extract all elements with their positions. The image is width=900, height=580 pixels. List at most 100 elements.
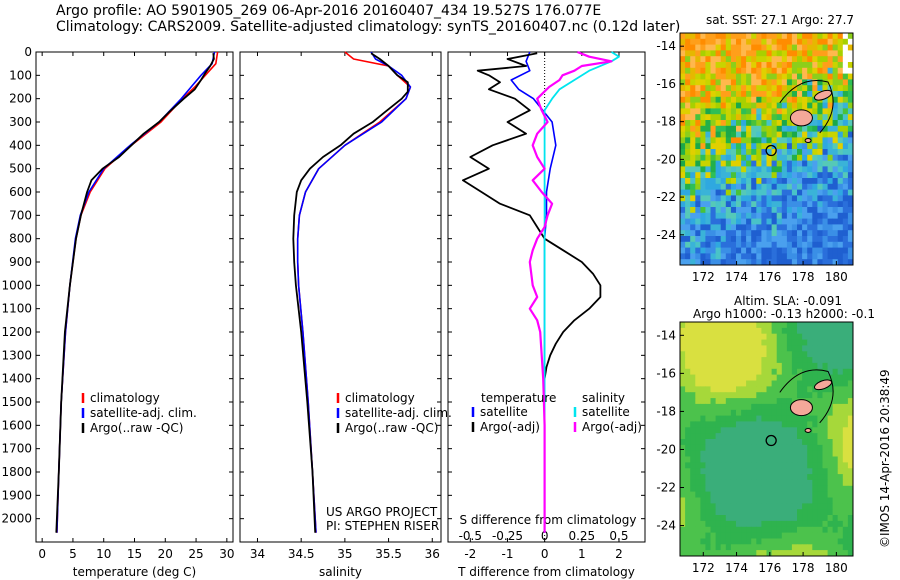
map-cell xyxy=(812,189,818,196)
map-cell xyxy=(746,137,752,144)
map-cell xyxy=(710,160,716,167)
map-cell xyxy=(781,131,788,138)
map-cell xyxy=(771,491,778,498)
map-cell xyxy=(817,456,823,463)
map-cell xyxy=(832,212,839,219)
map-cell xyxy=(690,380,696,387)
map-cell xyxy=(700,433,706,440)
map-cell xyxy=(781,403,788,411)
y-tick-label: 800 xyxy=(9,232,32,246)
map-cell xyxy=(741,44,747,51)
map-cell xyxy=(776,85,783,92)
map-cell xyxy=(730,526,737,534)
map-cell xyxy=(812,503,818,510)
map-cell xyxy=(802,62,808,69)
map-cell xyxy=(741,218,747,225)
map-cell xyxy=(802,154,808,161)
map-cell xyxy=(797,439,803,446)
map-cell xyxy=(786,172,793,179)
y-tick-label: 700 xyxy=(9,208,32,222)
map-cell xyxy=(710,79,716,86)
map-cell xyxy=(797,544,803,551)
map-cell xyxy=(720,33,727,40)
map-cell xyxy=(817,207,823,214)
map-cell xyxy=(832,247,839,254)
map-cell xyxy=(786,322,793,329)
map-cell xyxy=(776,154,783,161)
map-cell xyxy=(730,96,737,103)
map-cell xyxy=(786,143,793,150)
map-cell xyxy=(837,368,844,376)
map-cell xyxy=(837,439,844,446)
map-cell xyxy=(685,44,691,51)
map-cell xyxy=(766,515,772,522)
map-cell xyxy=(842,236,849,243)
map-cell xyxy=(730,149,737,156)
map-cell xyxy=(822,50,828,57)
map-cell xyxy=(690,479,696,487)
map-cell xyxy=(781,327,788,335)
map-cell xyxy=(685,137,691,144)
map-cell xyxy=(776,515,783,522)
map-cell xyxy=(741,403,747,411)
map-cell xyxy=(725,444,732,452)
map-cell xyxy=(680,345,686,352)
series-line-satellite xyxy=(510,51,557,533)
map-cell xyxy=(802,327,808,335)
map-cell xyxy=(725,333,732,340)
map-cell xyxy=(781,44,788,51)
map-cell xyxy=(797,374,803,381)
map-cell xyxy=(685,444,691,452)
map-cell xyxy=(817,154,823,161)
map-cell xyxy=(781,538,788,545)
map-cell xyxy=(715,241,722,248)
map-cell xyxy=(807,96,813,103)
map-cell xyxy=(685,96,691,103)
map-cell xyxy=(797,172,803,179)
map-cell xyxy=(761,131,767,138)
map-cell xyxy=(842,403,849,411)
map-cell xyxy=(695,450,701,457)
imos-credit: ©IMOS 14-Apr-2016 20:38:49 xyxy=(878,369,892,548)
map-cell xyxy=(761,224,767,231)
map-cell xyxy=(751,351,757,358)
map-cell xyxy=(720,351,727,358)
map-cell xyxy=(751,96,757,103)
map-cell xyxy=(781,345,788,352)
map-cell xyxy=(766,491,772,498)
map-cell xyxy=(730,247,737,254)
map-cell xyxy=(766,362,772,370)
map-cell xyxy=(771,154,778,161)
map-cell xyxy=(741,33,747,40)
map-cell xyxy=(680,247,686,254)
map-cell xyxy=(766,439,772,446)
map-cell xyxy=(791,137,798,144)
map-cell xyxy=(797,526,803,534)
map-cell xyxy=(756,450,762,457)
map-cell xyxy=(791,183,798,190)
map-cell xyxy=(705,327,711,335)
map-cell xyxy=(842,44,849,51)
map-cell xyxy=(741,253,747,260)
map-cell xyxy=(817,44,823,51)
map-cell xyxy=(725,91,732,98)
map-cell xyxy=(842,520,849,528)
map-cell xyxy=(680,368,686,376)
map-cell xyxy=(807,450,813,457)
map-cell xyxy=(771,327,778,335)
map-cell xyxy=(730,38,737,45)
map-cell xyxy=(730,403,737,411)
map-cell xyxy=(705,230,711,237)
map-cell xyxy=(837,479,844,487)
map-cell xyxy=(786,485,793,493)
map-cell xyxy=(725,131,732,138)
map-cell xyxy=(847,479,854,487)
map-cell xyxy=(680,351,686,358)
map-cell xyxy=(705,322,711,329)
map-cell xyxy=(741,485,747,493)
map-cell xyxy=(786,415,793,422)
map-cell xyxy=(730,102,737,109)
map-cell xyxy=(797,91,803,98)
map-cell xyxy=(725,230,732,237)
map-cell xyxy=(786,351,793,358)
